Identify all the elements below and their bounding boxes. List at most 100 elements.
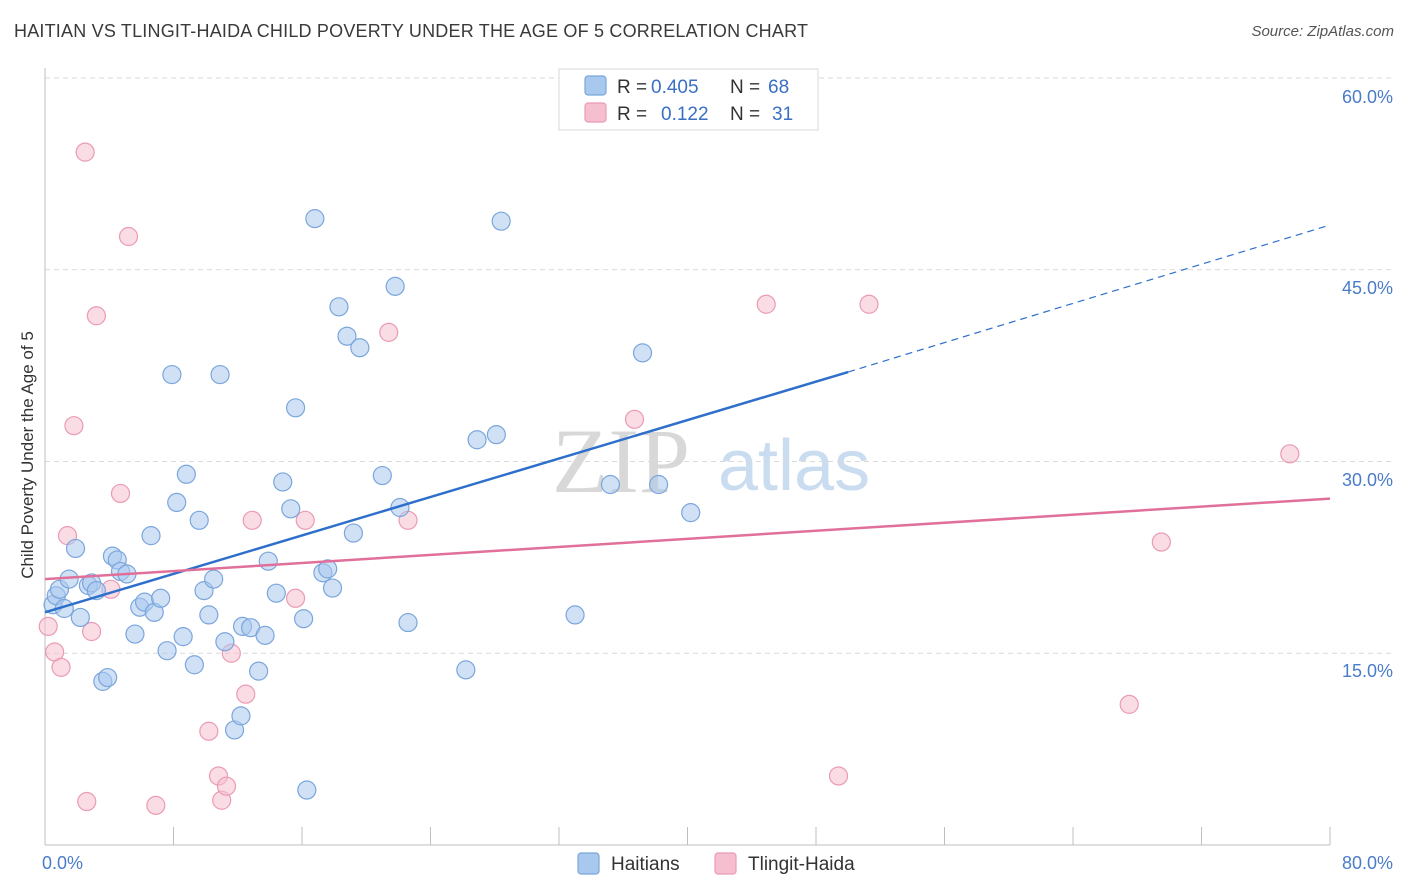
bottom-legend-haitians: Haitians — [611, 854, 680, 875]
tlingit-haida-point-21 — [295, 510, 315, 530]
tlingit-haida-point-0 — [38, 616, 58, 637]
haitians-point-42 — [273, 472, 293, 492]
haitians-point-19 — [141, 526, 161, 546]
haitians-point-44 — [285, 398, 306, 418]
tlingit-haida-point-12 — [146, 795, 166, 815]
tlingit-haida-trend-line — [44, 497, 1331, 581]
haitians-point-45 — [294, 609, 314, 629]
haitians-point-41 — [266, 583, 286, 603]
haitians-point-23 — [162, 364, 182, 385]
haitians-point-38 — [249, 661, 269, 681]
tlingit-haida-point-8 — [86, 306, 107, 326]
legend-swatch-tlingit-haida — [584, 102, 607, 123]
tlingit-haida-point-19 — [242, 510, 262, 530]
tlingit-haida-point-2 — [51, 657, 71, 677]
tlingit-haida-point-27 — [859, 294, 879, 314]
haitians-point-67 — [681, 503, 701, 523]
bottom-legend-tlingit-haida: Tlingit-Haida — [748, 854, 855, 875]
haitians-point-55 — [372, 465, 392, 486]
tlingit-haida-point-6 — [77, 791, 97, 812]
haitians-point-56 — [385, 276, 405, 296]
x-max-label: 80.0% — [1342, 853, 1393, 873]
haitians-point-58 — [398, 612, 418, 633]
haitians-point-60 — [467, 430, 487, 450]
haitians-point-39 — [255, 625, 275, 645]
haitians-point-43 — [281, 499, 301, 519]
tlingit-haida-point-16 — [216, 776, 237, 796]
y-tick-label-15: 15.0% — [1342, 661, 1393, 681]
haitians-point-54 — [350, 338, 370, 358]
tlingit-haida-points — [38, 142, 1300, 815]
bottom-legend-swatch-haitians — [577, 852, 600, 875]
tlingit-haida-point-29 — [1151, 532, 1171, 552]
haitians-point-30 — [199, 605, 219, 625]
haitians-point-28 — [189, 510, 209, 530]
haitians-points — [43, 209, 701, 800]
haitians-point-26 — [176, 464, 196, 484]
y-axis-title: Child Poverty Under the Age of 5 — [18, 331, 37, 579]
legend-n-label-1: N = — [730, 77, 760, 98]
haitians-point-24 — [167, 492, 187, 513]
series-legend: Haitians Tlingit-Haida — [577, 852, 855, 875]
haitians-trend-line — [44, 370, 849, 614]
haitians-point-49 — [318, 559, 338, 579]
y-tick-label-60: 60.0% — [1342, 87, 1393, 107]
haitians-point-6 — [70, 607, 90, 628]
trend-lines — [44, 224, 1331, 614]
tlingit-haida-point-5 — [75, 142, 95, 162]
tlingit-haida-point-20 — [285, 588, 306, 608]
bottom-legend-swatch-tlingit-haida — [714, 852, 737, 875]
watermark-atlas: atlas — [718, 426, 870, 506]
legend-r-value-1: 0.405 — [651, 77, 699, 98]
tlingit-haida-point-18 — [236, 684, 256, 704]
haitians-point-5 — [65, 538, 86, 559]
tlingit-haida-point-11 — [118, 226, 139, 247]
haitians-point-21 — [151, 588, 171, 608]
tlingit-haida-point-10 — [110, 483, 131, 504]
x-min-label: 0.0% — [42, 853, 83, 873]
haitians-point-52 — [337, 326, 357, 346]
legend-r-label-2: R = — [617, 104, 647, 125]
tlingit-haida-point-13 — [199, 721, 219, 741]
tlingit-haida-point-7 — [81, 621, 102, 642]
y-tick-label-30: 30.0% — [1342, 470, 1393, 490]
source-label: Source: ZipAtlas.com — [1251, 23, 1394, 40]
haitians-point-25 — [173, 627, 193, 647]
legend-swatch-haitians — [584, 75, 607, 96]
haitians-point-61 — [486, 425, 506, 445]
haitians-trend-extension — [847, 224, 1331, 373]
haitians-point-50 — [322, 578, 343, 598]
axes — [44, 68, 1331, 846]
chart-title: HAITIAN VS TLINGIT-HAIDA CHILD POVERTY U… — [14, 21, 809, 41]
haitians-point-47 — [305, 209, 325, 229]
haitians-point-64 — [600, 474, 621, 495]
haitians-point-31 — [204, 569, 224, 589]
legend-r-label-1: R = — [617, 77, 647, 98]
tlingit-haida-point-4 — [64, 416, 84, 436]
legend-r-value-2: 0.122 — [661, 104, 709, 125]
legend-n-value-1: 68 — [768, 77, 789, 98]
tlingit-haida-point-26 — [828, 766, 849, 786]
tlingit-haida-point-30 — [1280, 444, 1300, 464]
stats-legend: R = 0.405 N = 68 R = 0.122 N = 31 — [558, 68, 819, 131]
haitians-point-33 — [215, 632, 235, 652]
haitians-point-11 — [98, 667, 118, 688]
haitians-point-59 — [456, 660, 476, 680]
legend-n-label-2: N = — [730, 104, 760, 125]
haitians-point-46 — [297, 780, 317, 800]
haitians-point-65 — [632, 343, 653, 363]
haitians-point-63 — [565, 605, 585, 625]
tlingit-haida-point-24 — [624, 409, 645, 429]
haitians-point-62 — [491, 211, 511, 231]
haitians-point-27 — [184, 655, 204, 675]
haitians-point-40 — [258, 551, 278, 571]
tlingit-haida-point-25 — [756, 294, 776, 314]
tlingit-haida-point-22 — [379, 322, 399, 342]
haitians-point-35 — [231, 706, 251, 726]
haitians-point-32 — [210, 364, 230, 385]
haitians-point-16 — [125, 624, 145, 644]
haitians-point-53 — [343, 523, 363, 543]
haitians-point-66 — [648, 474, 669, 495]
haitians-point-22 — [157, 641, 177, 661]
